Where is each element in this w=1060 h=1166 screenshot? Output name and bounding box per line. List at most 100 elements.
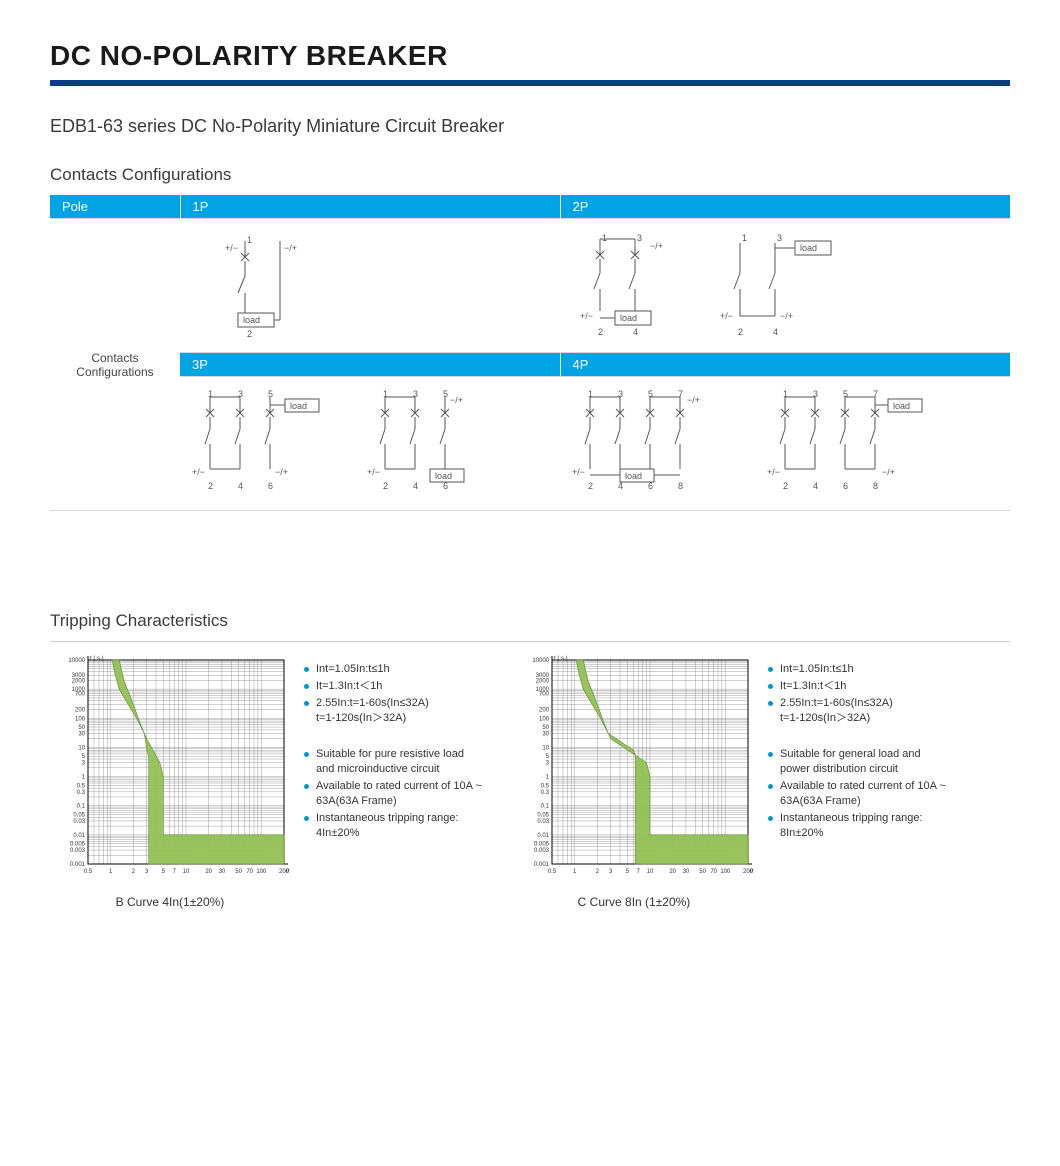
svg-text:0.5: 0.5 xyxy=(541,783,550,789)
svg-text:load: load xyxy=(893,401,910,411)
svg-text:2: 2 xyxy=(208,481,213,491)
diagram-4p: 13 57 −/+ load +/− 24 68 13 xyxy=(560,377,1010,511)
svg-text:0.5: 0.5 xyxy=(77,783,86,789)
svg-text:10000: 10000 xyxy=(68,658,85,664)
tripping-section: Tripping Characteristics 100003000200010… xyxy=(50,611,1010,909)
svg-text:6: 6 xyxy=(648,481,653,491)
svg-text:100: 100 xyxy=(256,869,267,875)
svg-text:0.003: 0.003 xyxy=(70,848,86,854)
svg-1p: 1 +/− −/+ load 2 xyxy=(190,231,330,341)
svg-text:70: 70 xyxy=(710,869,717,875)
svg-2p: 1 3 −/+ +/− load 2 4 xyxy=(570,231,890,341)
svg-text:+/−: +/− xyxy=(720,311,733,321)
svg-text:load: load xyxy=(435,471,452,481)
svg-text:30: 30 xyxy=(219,869,226,875)
svg-text:−/+: −/+ xyxy=(882,467,895,477)
svg-text:50: 50 xyxy=(542,725,549,731)
section2-heading: Tripping Characteristics xyxy=(50,611,1010,631)
svg-text:10: 10 xyxy=(78,745,85,751)
note-item: Available to rated current of 10A ~ 63A(… xyxy=(768,779,948,809)
svg-text:2: 2 xyxy=(783,481,788,491)
svg-text:4: 4 xyxy=(773,327,778,337)
svg-text:−/+: −/+ xyxy=(650,241,663,251)
svg-text:0.003: 0.003 xyxy=(534,848,550,854)
note-item: 2.55In:t=1-60s(In≤32A) t=1-120s(In＞32A) xyxy=(768,696,948,726)
svg-text:2000: 2000 xyxy=(72,678,86,684)
svg-text:6: 6 xyxy=(843,481,848,491)
svg-text:3: 3 xyxy=(637,233,642,243)
svg-text:10000: 10000 xyxy=(532,658,549,664)
config-header-row-2: 3P 4P xyxy=(50,353,1010,377)
svg-text:4: 4 xyxy=(413,481,418,491)
diagram-3p: 1 3 5 load +/− −/+ 2 4 6 xyxy=(180,377,560,511)
svg-text:load: load xyxy=(290,401,307,411)
svg-text:50: 50 xyxy=(78,725,85,731)
svg-text:5: 5 xyxy=(268,389,273,399)
svg-text:3: 3 xyxy=(609,869,613,875)
svg-text:0.03: 0.03 xyxy=(73,819,85,825)
svg-text:−/+: −/+ xyxy=(687,395,700,405)
header-2p: 2P xyxy=(560,195,1010,219)
svg-text:0.001: 0.001 xyxy=(70,862,86,868)
svg-text:4: 4 xyxy=(238,481,243,491)
chart-c-caption: C Curve 8In (1±20%) xyxy=(514,895,754,909)
svg-text:2: 2 xyxy=(132,869,136,875)
svg-text:load: load xyxy=(625,471,642,481)
svg-text:100: 100 xyxy=(75,716,86,722)
svg-text:+/−: +/− xyxy=(192,467,205,477)
diagram-row-2: 1 3 5 load +/− −/+ 2 4 6 xyxy=(50,377,1010,511)
config-header-row-1: Pole 1P 2P xyxy=(50,195,1010,219)
svg-text:5: 5 xyxy=(82,754,86,760)
svg-text:0.001: 0.001 xyxy=(534,862,550,868)
svg-text:200: 200 xyxy=(539,708,550,714)
svg-text:1: 1 xyxy=(247,235,252,245)
svg-text:5: 5 xyxy=(626,869,630,875)
svg-text:4: 4 xyxy=(618,481,623,491)
svg-text:load: load xyxy=(800,243,817,253)
svg-text:t ( s ): t ( s ) xyxy=(90,656,104,662)
svg-text:100: 100 xyxy=(720,869,731,875)
chart-b-block: 100003000200010007002001005030105310.50.… xyxy=(50,654,484,909)
svg-text:t ( s ): t ( s ) xyxy=(554,656,568,662)
config-table: Pole 1P 2P Contacts Configurations 1 +/− xyxy=(50,195,1010,511)
svg-text:−/+: −/+ xyxy=(450,395,463,405)
svg-text:0.01: 0.01 xyxy=(537,833,549,839)
svg-text:10: 10 xyxy=(647,869,654,875)
svg-text:30: 30 xyxy=(542,732,549,738)
svg-4p: 13 57 −/+ load +/− 24 68 13 xyxy=(570,389,970,499)
svg-text:0.3: 0.3 xyxy=(77,790,86,796)
svg-text:+/−: +/− xyxy=(767,467,780,477)
svg-text:5: 5 xyxy=(546,754,550,760)
chart-b: 100003000200010007002001005030105310.50.… xyxy=(50,654,290,909)
svg-text:50: 50 xyxy=(235,869,242,875)
divider xyxy=(50,641,1010,642)
header-1p: 1P xyxy=(180,195,560,219)
note-item: Suitable for general load and power dist… xyxy=(768,747,948,777)
svg-text:2: 2 xyxy=(738,327,743,337)
svg-text:5: 5 xyxy=(162,869,166,875)
svg-text:6: 6 xyxy=(443,481,448,491)
svg-text:2000: 2000 xyxy=(536,678,550,684)
svg-text:5: 5 xyxy=(443,389,448,399)
svg-text:8: 8 xyxy=(873,481,878,491)
note-item: 2.55In:t=1-60s(In≤32A) t=1-120s(In＞32A) xyxy=(304,696,484,726)
svg-text:2: 2 xyxy=(596,869,600,875)
svg-text:8: 8 xyxy=(678,481,683,491)
svg-text:1: 1 xyxy=(573,869,577,875)
title-rule xyxy=(50,80,1010,86)
note-item: Suitable for pure resistive load and mic… xyxy=(304,747,484,777)
note-item: Available to rated current of 10A ~ 63A(… xyxy=(304,779,484,809)
svg-text:50: 50 xyxy=(699,869,706,875)
page-title: DC NO-POLARITY BREAKER xyxy=(50,40,1010,72)
svg-text:0.3: 0.3 xyxy=(541,790,550,796)
svg-text:700: 700 xyxy=(75,692,86,698)
svg-text:30: 30 xyxy=(683,869,690,875)
svg-text:−/+: −/+ xyxy=(780,311,793,321)
svg-text:3: 3 xyxy=(145,869,149,875)
svg-text:0.1: 0.1 xyxy=(77,804,86,810)
chart-c-notes: Int=1.05In:t≤1hIt=1.3In:t＜1h2.55In:t=1-6… xyxy=(768,654,948,909)
note-item: It=1.3In:t＜1h xyxy=(768,679,948,694)
svg-text:+/−: +/− xyxy=(225,243,238,253)
svg-text:20: 20 xyxy=(205,869,212,875)
svg-text:+/−: +/− xyxy=(572,467,585,477)
